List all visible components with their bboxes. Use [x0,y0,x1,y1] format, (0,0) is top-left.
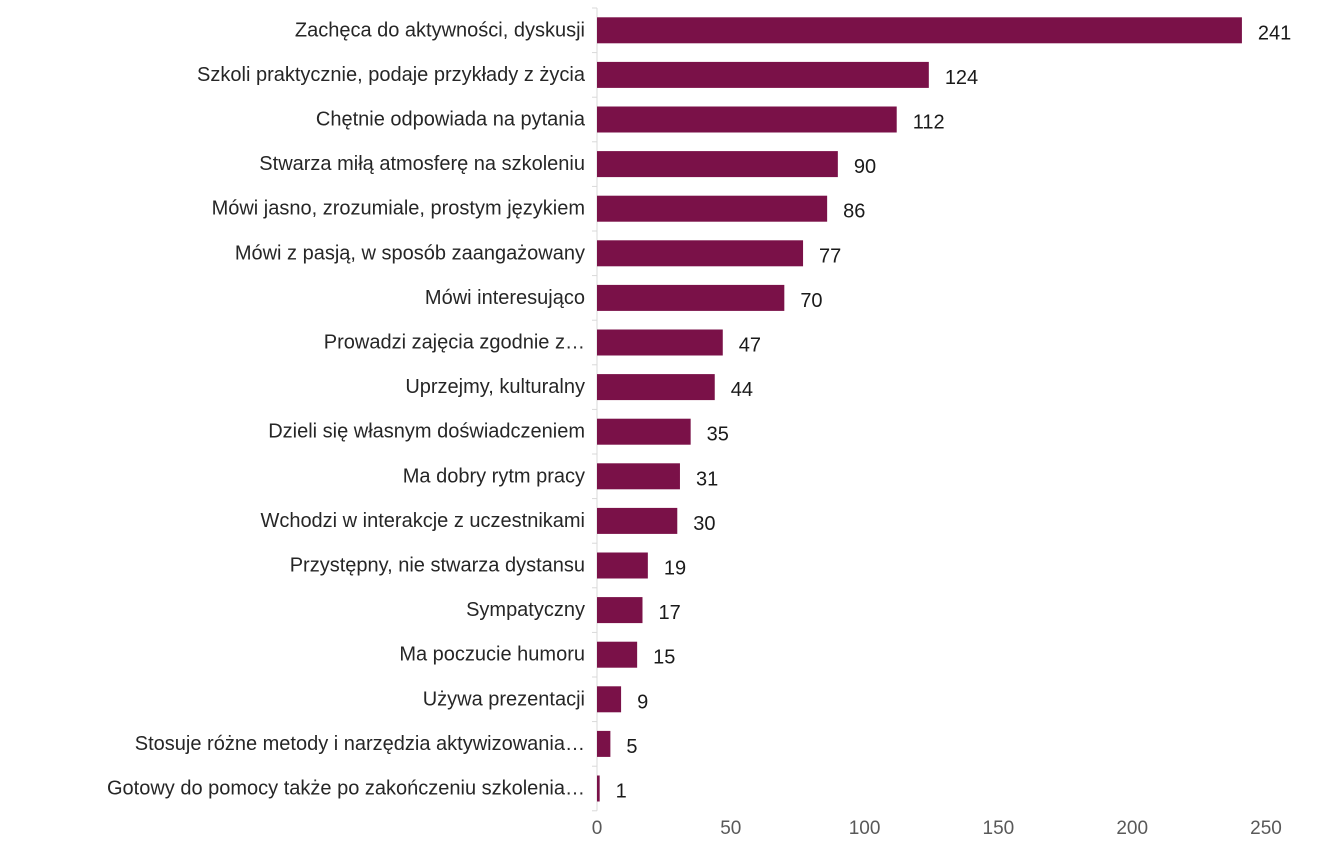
bar [597,597,643,624]
x-tick-label: 150 [983,818,1015,839]
data-label: 15 [653,647,675,669]
bar [597,507,678,534]
bar [597,151,838,178]
category-labels: Zachęca do aktywności, dyskusji Szkoli pr… [107,19,586,799]
data-label: 1 [616,781,627,803]
bar [597,775,600,802]
bar [597,329,723,356]
bar [597,418,691,445]
category-label: Ma poczucie humoru [399,644,585,666]
data-label: 47 [739,335,761,357]
data-label: 30 [693,513,715,535]
data-label: 241 [1258,22,1291,44]
data-label: 44 [731,379,753,401]
category-label: Zachęca do aktywności, dyskusji [295,19,585,41]
category-label: Mówi z pasją, w sposób zaangażowany [235,242,585,264]
bar [597,284,785,311]
category-label: Wchodzi w interakcje z uczestnikami [260,510,585,532]
data-label: 9 [637,691,648,713]
data-label: 31 [696,468,718,490]
x-tick-label: 0 [592,818,603,839]
category-label: Dzieli się własnym doświadczeniem [268,421,585,443]
bar [597,463,680,490]
bar [597,17,1242,44]
bar [597,552,648,579]
category-label: Stosuje różne metody i narzędzia aktywiz… [135,733,585,755]
category-label: Przystępny, nie stwarza dystansu [290,555,585,577]
category-label: Stwarza miłą atmosferę na szkoleniu [259,153,585,175]
data-label: 124 [945,67,978,89]
bar [597,61,929,88]
x-tick-label: 100 [849,818,881,839]
y-axis-ticks [592,7,597,812]
category-label: Gotowy do pomocy także po zakończeniu sz… [107,778,585,800]
data-label: 70 [800,290,822,312]
bar [597,195,828,222]
x-tick-label: 250 [1250,818,1282,839]
category-label: Ma dobry rytm pracy [403,465,585,487]
category-label: Używa prezentacji [423,688,585,710]
data-label: 5 [626,736,637,758]
category-label: Prowadzi zajęcia zgodnie z… [324,332,585,354]
data-label: 17 [658,602,680,624]
bar [597,686,622,713]
data-label: 77 [819,245,841,267]
bar [597,106,897,133]
category-label: Uprzejmy, kulturalny [405,376,585,398]
category-label: Mówi jasno, zrozumiale, prostym językiem [212,198,585,220]
data-label: 90 [854,156,876,178]
category-label: Sympatyczny [466,599,585,621]
data-label: 35 [707,424,729,446]
bar [597,730,611,757]
data-label: 19 [664,558,686,580]
x-axis-tick-labels: 0 50 100 150 200 250 [592,818,1282,839]
data-label: 112 [913,112,945,134]
x-tick-label: 200 [1116,818,1148,839]
category-label: Chętnie odpowiada na pytania [316,109,586,131]
bars [597,17,1242,802]
category-label: Szkoli praktycznie, podaje przykłady z ż… [197,64,586,86]
bar [597,374,715,401]
category-label: Mówi interesująco [425,287,585,309]
bar [597,641,638,668]
data-label: 86 [843,201,865,223]
bar [597,240,804,267]
x-tick-label: 50 [720,818,741,839]
